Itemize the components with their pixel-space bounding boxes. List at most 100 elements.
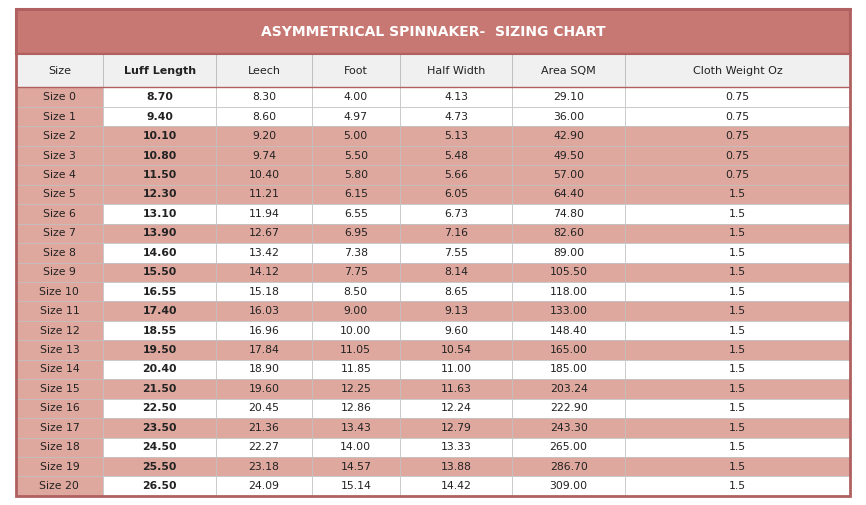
Bar bbox=[103, 165, 216, 185]
Text: 0.75: 0.75 bbox=[726, 112, 750, 122]
Text: 4.13: 4.13 bbox=[444, 92, 468, 102]
Text: 9.60: 9.60 bbox=[444, 326, 468, 336]
Bar bbox=[399, 360, 513, 379]
Bar bbox=[103, 146, 216, 165]
Bar bbox=[513, 282, 625, 301]
Text: 185.00: 185.00 bbox=[550, 365, 588, 375]
Text: 8.30: 8.30 bbox=[252, 92, 276, 102]
Bar bbox=[16, 418, 103, 437]
Bar bbox=[513, 437, 625, 457]
Text: 19.50: 19.50 bbox=[143, 345, 177, 355]
Bar bbox=[16, 398, 103, 418]
Text: 13.43: 13.43 bbox=[340, 423, 372, 433]
Bar bbox=[625, 437, 850, 457]
Text: 21.36: 21.36 bbox=[249, 423, 280, 433]
Text: 5.80: 5.80 bbox=[344, 170, 368, 180]
Bar bbox=[103, 321, 216, 340]
Text: 12.30: 12.30 bbox=[142, 189, 177, 199]
Text: Size 5: Size 5 bbox=[43, 189, 76, 199]
Bar bbox=[513, 243, 625, 263]
Bar bbox=[625, 398, 850, 418]
Bar bbox=[216, 146, 312, 165]
Text: 243.30: 243.30 bbox=[550, 423, 588, 433]
Bar bbox=[103, 457, 216, 476]
Bar bbox=[103, 55, 216, 87]
Text: 4.73: 4.73 bbox=[444, 112, 468, 122]
Bar bbox=[216, 87, 312, 107]
Text: 7.55: 7.55 bbox=[444, 248, 468, 258]
Bar bbox=[513, 360, 625, 379]
Bar bbox=[16, 340, 103, 360]
Text: 165.00: 165.00 bbox=[550, 345, 588, 355]
Bar bbox=[399, 204, 513, 224]
Text: 1.5: 1.5 bbox=[729, 403, 746, 414]
Text: 19.60: 19.60 bbox=[249, 384, 280, 394]
Text: Leech: Leech bbox=[248, 66, 281, 76]
Text: 13.42: 13.42 bbox=[249, 248, 280, 258]
Text: 16.96: 16.96 bbox=[249, 326, 280, 336]
Text: 18.90: 18.90 bbox=[249, 365, 280, 375]
Bar bbox=[103, 204, 216, 224]
Bar bbox=[216, 204, 312, 224]
Text: 29.10: 29.10 bbox=[553, 92, 585, 102]
Text: 13.33: 13.33 bbox=[441, 442, 471, 452]
Text: 10.40: 10.40 bbox=[249, 170, 280, 180]
Text: 118.00: 118.00 bbox=[550, 287, 588, 297]
Text: 22.27: 22.27 bbox=[249, 442, 280, 452]
Text: Size 8: Size 8 bbox=[43, 248, 76, 258]
Bar bbox=[312, 185, 399, 204]
Bar bbox=[312, 340, 399, 360]
Text: Size 3: Size 3 bbox=[43, 150, 76, 161]
Text: 105.50: 105.50 bbox=[550, 267, 588, 277]
Text: 11.94: 11.94 bbox=[249, 209, 280, 219]
Bar bbox=[312, 476, 399, 496]
Text: 9.20: 9.20 bbox=[252, 131, 276, 141]
Bar bbox=[16, 243, 103, 263]
Bar bbox=[16, 146, 103, 165]
Text: 1.5: 1.5 bbox=[729, 267, 746, 277]
Text: Size: Size bbox=[48, 66, 71, 76]
Text: 5.48: 5.48 bbox=[444, 150, 468, 161]
Bar bbox=[16, 360, 103, 379]
Text: 12.67: 12.67 bbox=[249, 228, 280, 238]
Text: 8.65: 8.65 bbox=[444, 287, 468, 297]
Text: 6.95: 6.95 bbox=[344, 228, 368, 238]
Bar bbox=[399, 457, 513, 476]
Text: Size 9: Size 9 bbox=[43, 267, 76, 277]
Text: 265.00: 265.00 bbox=[550, 442, 588, 452]
Bar bbox=[103, 340, 216, 360]
Bar bbox=[625, 476, 850, 496]
Text: 15.14: 15.14 bbox=[340, 481, 372, 491]
Text: 14.60: 14.60 bbox=[142, 248, 177, 258]
Text: 7.75: 7.75 bbox=[344, 267, 368, 277]
Bar bbox=[399, 282, 513, 301]
Bar bbox=[399, 146, 513, 165]
Text: 11.63: 11.63 bbox=[441, 384, 471, 394]
Text: Size 6: Size 6 bbox=[43, 209, 76, 219]
Bar bbox=[625, 55, 850, 87]
Bar bbox=[513, 107, 625, 126]
Bar bbox=[216, 185, 312, 204]
Bar bbox=[513, 379, 625, 398]
Text: 8.60: 8.60 bbox=[252, 112, 276, 122]
Text: 11.21: 11.21 bbox=[249, 189, 280, 199]
Bar bbox=[399, 243, 513, 263]
Bar bbox=[625, 321, 850, 340]
Text: 26.50: 26.50 bbox=[142, 481, 177, 491]
Bar bbox=[399, 340, 513, 360]
Text: 0.75: 0.75 bbox=[726, 131, 750, 141]
Bar bbox=[216, 224, 312, 243]
Text: 9.13: 9.13 bbox=[444, 306, 468, 316]
Text: 25.50: 25.50 bbox=[142, 462, 177, 472]
Bar bbox=[216, 243, 312, 263]
Bar bbox=[625, 360, 850, 379]
Text: 14.42: 14.42 bbox=[441, 481, 471, 491]
Bar bbox=[625, 243, 850, 263]
Text: 148.40: 148.40 bbox=[550, 326, 588, 336]
Bar bbox=[625, 146, 850, 165]
Bar bbox=[312, 87, 399, 107]
Text: Size 1: Size 1 bbox=[43, 112, 76, 122]
Bar bbox=[16, 204, 103, 224]
Bar bbox=[399, 301, 513, 321]
Text: 11.50: 11.50 bbox=[143, 170, 177, 180]
